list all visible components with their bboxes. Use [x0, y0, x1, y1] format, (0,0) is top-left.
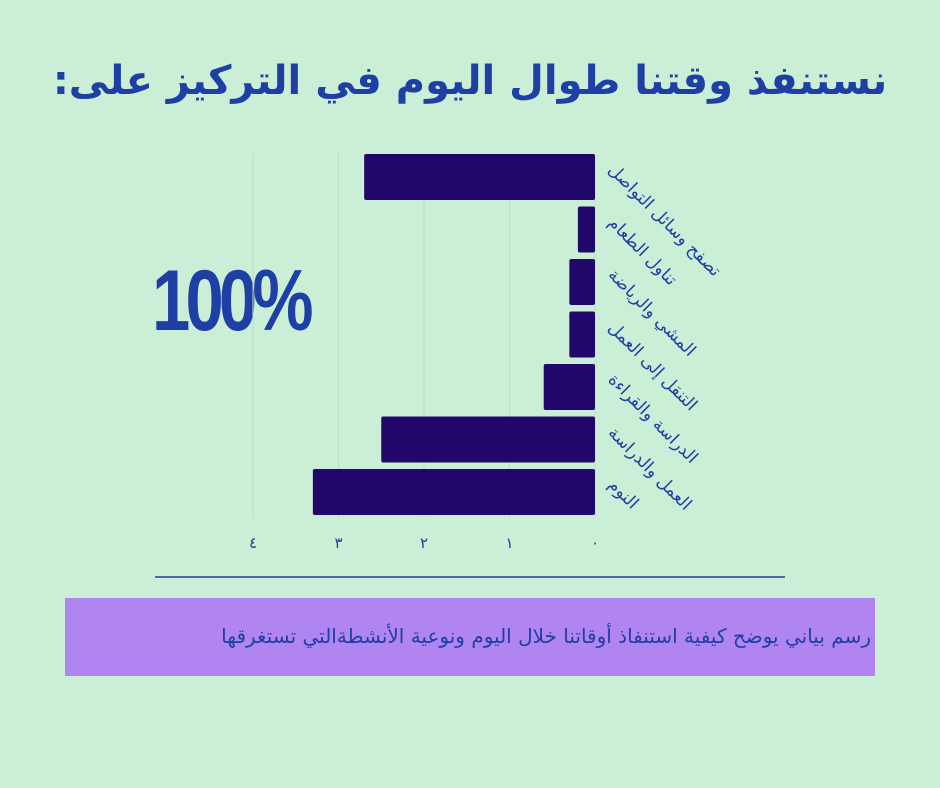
- x-tick-label: ٠: [591, 534, 599, 552]
- caption-band: رسم بياني يوضح كيفية استنفاذ أوقاتنا خلا…: [65, 598, 875, 676]
- bar: [364, 154, 595, 200]
- x-tick-label: ٤: [249, 534, 257, 552]
- bar: [543, 364, 595, 410]
- bar: [381, 416, 595, 463]
- caption: رسم بياني يوضح كيفية استنفاذ أوقاتنا خلا…: [221, 624, 871, 648]
- x-tick-label: ١: [505, 534, 513, 552]
- page-title: نستنفذ وقتنا طوال اليوم في التركيز على:: [52, 58, 888, 104]
- bar: [312, 469, 595, 515]
- bar-chart: ٠ ١ ٢ ٣ ٤: [155, 154, 785, 578]
- bar: [569, 259, 595, 305]
- x-tick-label: ٣: [334, 534, 342, 552]
- highlight-percent: 100%: [152, 253, 314, 349]
- x-tick-label: ٢: [420, 534, 428, 552]
- bar: [569, 311, 595, 358]
- bar: [577, 206, 595, 253]
